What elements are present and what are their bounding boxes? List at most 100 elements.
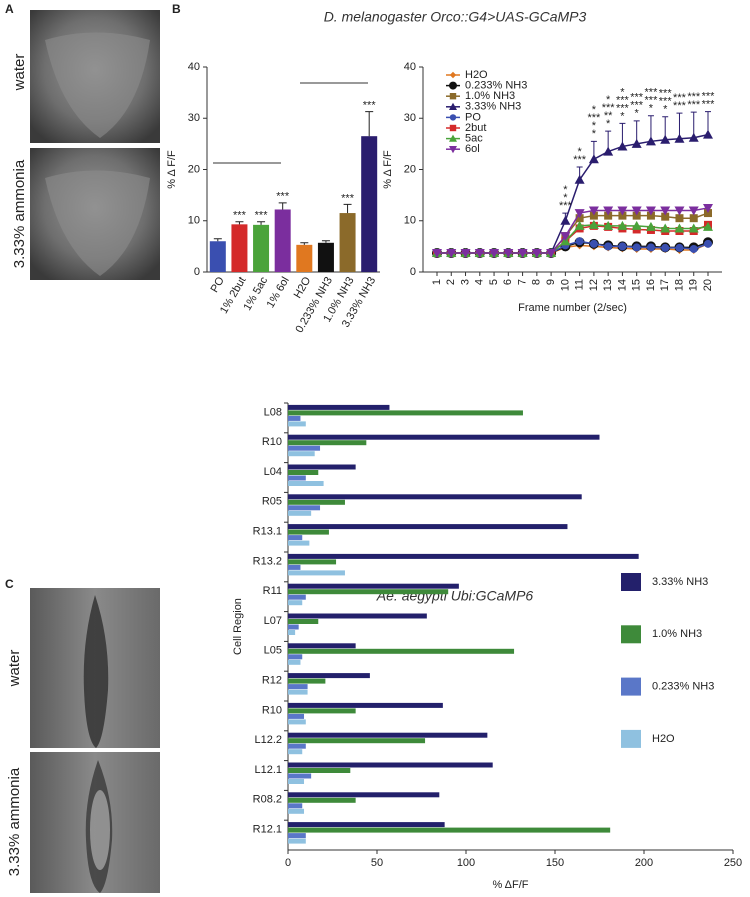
x-tick-label: 18 bbox=[673, 279, 685, 291]
marker bbox=[688, 223, 699, 233]
marker bbox=[631, 138, 642, 148]
marker bbox=[531, 249, 542, 259]
bar bbox=[288, 808, 305, 814]
panel-label: B bbox=[172, 2, 181, 16]
annotation: *** bbox=[559, 200, 573, 212]
bar bbox=[209, 241, 226, 272]
annotation: *** bbox=[645, 95, 659, 107]
bar bbox=[288, 415, 301, 421]
y-tick-label: R12.1 bbox=[253, 824, 282, 836]
marker bbox=[645, 221, 656, 231]
x-tick-label: 19 bbox=[688, 279, 700, 291]
bar bbox=[253, 224, 270, 272]
marker bbox=[560, 232, 571, 242]
x-tick-label: 8 bbox=[531, 279, 543, 285]
y-tick-label: L12.1 bbox=[254, 764, 282, 776]
bar bbox=[288, 749, 303, 755]
y-tick-label: 0 bbox=[194, 266, 200, 278]
y-tick-label: L07 bbox=[264, 615, 282, 627]
marker bbox=[617, 141, 628, 151]
y-axis-label: % Δ F/F bbox=[166, 150, 178, 189]
bar bbox=[288, 762, 493, 768]
marker bbox=[645, 206, 656, 216]
x-tick-label: 20 bbox=[702, 279, 714, 291]
annotation: * bbox=[635, 108, 640, 120]
marker bbox=[703, 203, 713, 213]
bar bbox=[288, 524, 568, 530]
annotation: * bbox=[663, 104, 668, 116]
y-axis-label: Cell Region bbox=[232, 598, 244, 655]
x-tick-label: 17 bbox=[659, 279, 671, 291]
marker bbox=[660, 206, 671, 216]
bar bbox=[231, 224, 248, 272]
marker bbox=[517, 249, 528, 259]
panel-label: A bbox=[5, 2, 14, 16]
x-tick-label: 2 bbox=[445, 279, 457, 285]
x-tick-label: 5 bbox=[488, 279, 500, 285]
annotation: *** bbox=[673, 92, 687, 104]
annotation: *** bbox=[630, 92, 644, 104]
marker bbox=[632, 243, 641, 252]
x-tick-label: PO bbox=[209, 275, 228, 295]
marker bbox=[460, 249, 471, 259]
marker bbox=[645, 136, 656, 146]
bar bbox=[288, 659, 301, 665]
photo-shape bbox=[90, 790, 110, 870]
annotation: *** bbox=[602, 102, 616, 114]
bar bbox=[288, 499, 345, 505]
y-tick-label: 30 bbox=[404, 112, 416, 124]
bar bbox=[296, 244, 313, 272]
chart-title: D. melanogaster Orco::G4>UAS-GCaMP3 bbox=[324, 9, 587, 25]
annotation: *** bbox=[341, 192, 355, 204]
annotation: *** bbox=[573, 154, 587, 166]
marker bbox=[631, 220, 642, 230]
marker bbox=[689, 214, 698, 223]
bar bbox=[288, 673, 370, 679]
annotation: * bbox=[592, 104, 597, 116]
legend-label: H2O bbox=[465, 69, 488, 81]
legend-label: H2O bbox=[652, 733, 675, 745]
annotation: *** bbox=[276, 191, 290, 203]
error-bar bbox=[257, 221, 266, 225]
x-tick-label: 100 bbox=[457, 857, 475, 869]
marker bbox=[546, 249, 557, 259]
x-tick-label: 150 bbox=[546, 857, 564, 869]
marker bbox=[446, 249, 457, 259]
annotation: *** bbox=[645, 87, 659, 99]
marker bbox=[674, 206, 685, 216]
annotation: *** bbox=[233, 210, 247, 222]
photo-label: water bbox=[6, 650, 23, 688]
error-bar bbox=[343, 203, 352, 214]
bar bbox=[288, 713, 305, 719]
x-axis-label: Frame number (2/sec) bbox=[518, 302, 627, 314]
bar bbox=[288, 510, 312, 516]
marker bbox=[574, 220, 585, 230]
annotation: * bbox=[577, 146, 582, 158]
bar bbox=[288, 643, 356, 649]
bar bbox=[288, 494, 582, 500]
marker bbox=[660, 223, 671, 233]
y-tick-label: 10 bbox=[404, 215, 416, 227]
marker bbox=[704, 239, 712, 248]
annotation: * bbox=[592, 120, 597, 132]
annotation: *** bbox=[702, 90, 716, 102]
annotation: *** bbox=[687, 91, 701, 103]
legend-marker bbox=[449, 102, 457, 111]
marker bbox=[617, 206, 628, 216]
annotation: *** bbox=[659, 88, 673, 100]
legend-marker bbox=[449, 134, 457, 142]
bar bbox=[288, 470, 319, 475]
annotation: *** bbox=[616, 94, 630, 106]
legend-marker bbox=[449, 146, 457, 154]
legend-marker bbox=[449, 71, 457, 79]
x-tick-label: 12 bbox=[588, 279, 600, 291]
y-tick-label: R10 bbox=[262, 436, 282, 448]
bar bbox=[288, 702, 443, 708]
marker bbox=[661, 243, 670, 252]
bar bbox=[288, 689, 308, 695]
marker bbox=[646, 243, 655, 252]
bar bbox=[288, 481, 324, 486]
x-tick-label: 11 bbox=[574, 279, 586, 290]
annotation: *** bbox=[587, 112, 601, 124]
